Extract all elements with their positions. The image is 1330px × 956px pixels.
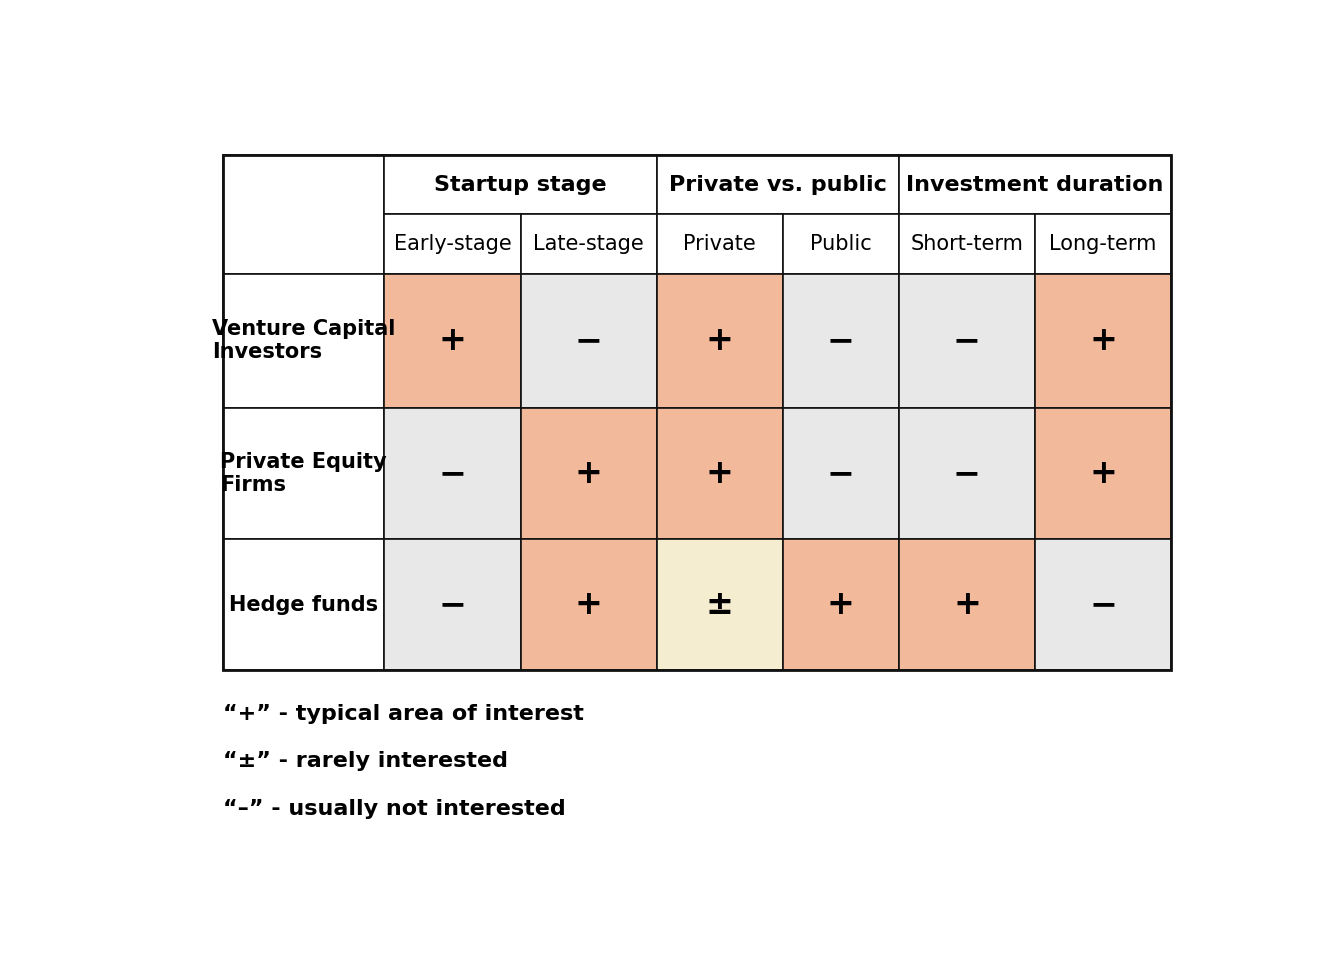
Bar: [384, 539, 520, 670]
Text: +: +: [1089, 457, 1117, 489]
Bar: [384, 214, 520, 273]
Bar: [223, 273, 384, 407]
Bar: [899, 539, 1035, 670]
Text: +: +: [827, 588, 855, 621]
Bar: [899, 214, 1035, 273]
Bar: [1035, 539, 1172, 670]
Text: +: +: [706, 324, 734, 358]
Text: Startup stage: Startup stage: [434, 175, 606, 195]
Text: Long-term: Long-term: [1049, 234, 1157, 254]
Bar: [783, 273, 899, 407]
Text: Private Equity
Firms: Private Equity Firms: [221, 452, 387, 495]
Bar: [657, 273, 783, 407]
Text: Private vs. public: Private vs. public: [669, 175, 887, 195]
Bar: [783, 539, 899, 670]
Bar: [899, 155, 1172, 214]
Text: “±” - rarely interested: “±” - rarely interested: [223, 751, 508, 771]
Bar: [1035, 273, 1172, 407]
Text: +: +: [575, 457, 602, 489]
Bar: [384, 407, 520, 539]
Bar: [783, 407, 899, 539]
Bar: [223, 407, 384, 539]
Bar: [520, 539, 657, 670]
Bar: [520, 407, 657, 539]
Bar: [1035, 214, 1172, 273]
Text: Private: Private: [684, 234, 757, 254]
Text: −: −: [954, 324, 982, 358]
Text: ±: ±: [706, 588, 734, 621]
Text: Venture Capital
Investors: Venture Capital Investors: [211, 319, 395, 362]
Text: Late-stage: Late-stage: [533, 234, 644, 254]
Bar: [1035, 407, 1172, 539]
Text: −: −: [1089, 588, 1117, 621]
Text: −: −: [575, 324, 602, 358]
Bar: [223, 155, 1172, 670]
Text: +: +: [954, 588, 982, 621]
Bar: [384, 155, 657, 214]
Text: −: −: [439, 588, 467, 621]
Text: −: −: [439, 457, 467, 489]
Text: Investment duration: Investment duration: [906, 175, 1164, 195]
Bar: [657, 539, 783, 670]
Bar: [657, 214, 783, 273]
Text: “+” - typical area of interest: “+” - typical area of interest: [223, 704, 584, 724]
Bar: [899, 273, 1035, 407]
Bar: [783, 214, 899, 273]
Text: Public: Public: [810, 234, 871, 254]
Bar: [520, 214, 657, 273]
Bar: [657, 155, 899, 214]
Text: −: −: [827, 457, 855, 489]
Text: “–” - usually not interested: “–” - usually not interested: [223, 799, 565, 819]
Bar: [520, 273, 657, 407]
Text: +: +: [1089, 324, 1117, 358]
Bar: [657, 407, 783, 539]
Text: Early-stage: Early-stage: [394, 234, 511, 254]
Text: −: −: [827, 324, 855, 358]
Text: −: −: [954, 457, 982, 489]
Text: +: +: [706, 457, 734, 489]
Bar: [223, 155, 384, 273]
Text: +: +: [575, 588, 602, 621]
Bar: [384, 273, 520, 407]
Bar: [899, 407, 1035, 539]
Text: Hedge funds: Hedge funds: [229, 595, 378, 615]
Bar: [223, 539, 384, 670]
Text: +: +: [439, 324, 467, 358]
Text: Short-term: Short-term: [911, 234, 1023, 254]
